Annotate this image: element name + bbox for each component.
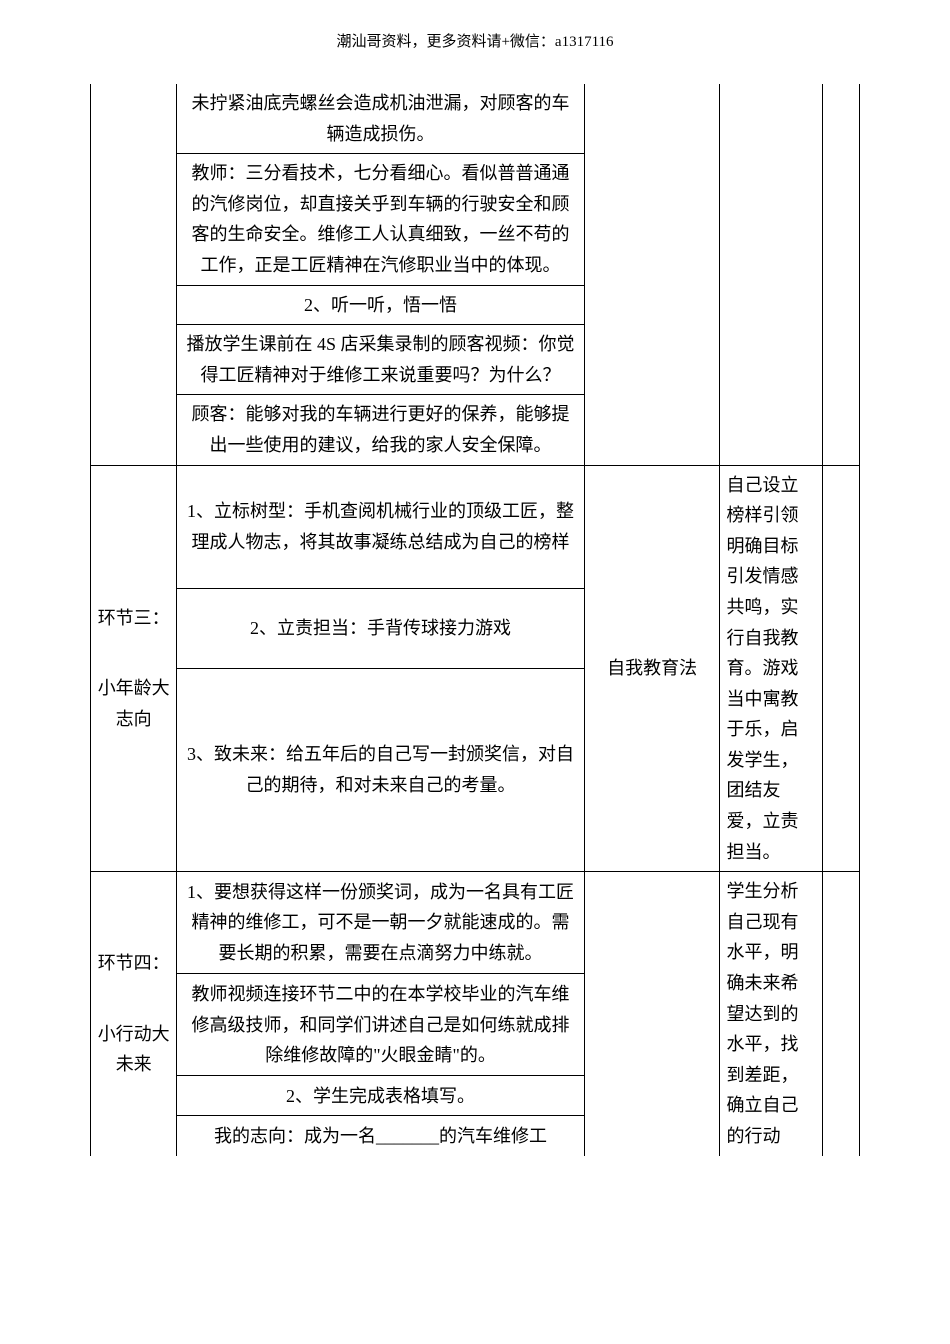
section-4-subtitle: 小行动大未来 xyxy=(97,1019,170,1080)
content-cell-2d: 我的志向：成为一名_______的汽车维修工 xyxy=(177,1116,584,1156)
section-label-3: 环节三： 小年龄大志向 xyxy=(91,465,177,872)
content-cell-0d: 播放学生课前在 4S 店采集录制的顾客视频：你觉得工匠精神对于维修工来说重要吗？… xyxy=(177,325,584,395)
section-4-title: 环节四： xyxy=(97,948,170,979)
content-cell-0e: 顾客：能够对我的车辆进行更好的保养，能够提出一些使用的建议，给我的家人安全保障。 xyxy=(177,395,584,465)
content-cell-1a: 1、立标树型：手机查阅机械行业的顶级工匠，整理成人物志，将其故事凝练总结成为自己… xyxy=(177,465,584,588)
goal-cell-2: 学生分析自己现有水平，明确未来希望达到的水平，找到差距，确立自己的行动 xyxy=(720,872,822,1156)
extra-cell-2 xyxy=(822,872,859,1156)
content-cell-2b: 教师视频连接环节二中的在本学校毕业的汽车维修高级技师，和同学们讲述自己是如何练就… xyxy=(177,974,584,1076)
goal-cell-1: 自己设立榜样引领明确目标引发情感共鸣，实行自我教育。游戏当中寓教于乐，启发学生，… xyxy=(720,465,822,872)
content-cell-2a: 1、要想获得这样一份颁奖词，成为一名具有工匠精神的维修工，可不是一朝一夕就能速成… xyxy=(177,872,584,974)
section-3-subtitle: 小年龄大志向 xyxy=(97,673,170,734)
content-cell-0b: 教师：三分看技术，七分看细心。看似普普通通的汽修岗位，却直接关乎到车辆的行驶安全… xyxy=(177,154,584,285)
method-cell-1: 自我教育法 xyxy=(584,465,720,872)
method-cell-0 xyxy=(584,84,720,465)
section-3-title: 环节三： xyxy=(97,603,170,634)
lesson-plan-table: 未拧紧油底壳螺丝会造成机油泄漏，对顾客的车辆造成损伤。 教师：三分看技术，七分看… xyxy=(90,84,860,1156)
content-cell-1b: 2、立责担当：手背传球接力游戏 xyxy=(177,588,584,668)
section-label-4: 环节四： 小行动大未来 xyxy=(91,872,177,1156)
page-header: 潮汕哥资料，更多资料请+微信：a1317116 xyxy=(90,30,860,54)
extra-cell-1 xyxy=(822,465,859,872)
content-cell-1c: 3、致未来：给五年后的自己写一封颁奖信，对自己的期待，和对未来自己的考量。 xyxy=(177,668,584,872)
content-cell-2c: 2、学生完成表格填写。 xyxy=(177,1076,584,1116)
section-label-prev xyxy=(91,84,177,465)
content-cell-0a: 未拧紧油底壳螺丝会造成机油泄漏，对顾客的车辆造成损伤。 xyxy=(177,84,584,154)
method-cell-2 xyxy=(584,872,720,1156)
content-cell-0c: 2、听一听，悟一悟 xyxy=(177,285,584,325)
goal-cell-0 xyxy=(720,84,822,465)
extra-cell-0 xyxy=(822,84,859,465)
